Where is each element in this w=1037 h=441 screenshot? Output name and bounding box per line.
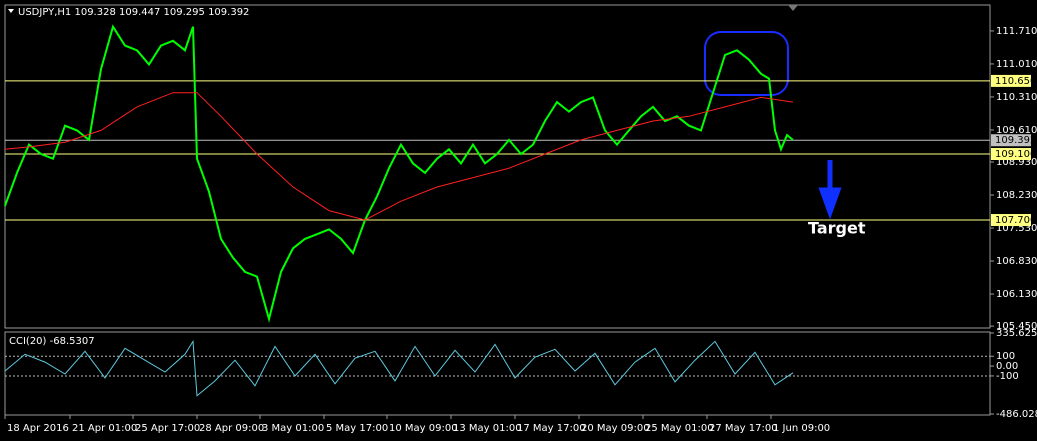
annotation: Target xyxy=(808,219,866,238)
y-tick-label: 107.530 xyxy=(996,223,1037,234)
y-tick-label: 106.830 xyxy=(996,256,1037,267)
x-tick-label: 13 May 01:00 xyxy=(453,423,522,434)
x-tick-label: 18 Apr 2016 xyxy=(7,423,69,434)
y-tick-label: 105.450 xyxy=(996,321,1037,332)
y-tick-label: 106.130 xyxy=(996,289,1037,300)
x-tick-label: 17 May 17:00 xyxy=(517,423,586,434)
cci-title: CCI(20) -68.5307 xyxy=(9,336,95,347)
level-box xyxy=(991,74,1031,87)
y-tick-label: -486.0281 xyxy=(996,409,1037,420)
x-tick-label: 25 May 01:00 xyxy=(645,423,714,434)
x-tick-label: 28 Apr 09:00 xyxy=(199,423,264,434)
y-tick-label: 108.930 xyxy=(996,157,1037,168)
chart-title: USDJPY,H1 109.328 109.447 109.295 109.39… xyxy=(18,7,249,18)
y-tick-label: -100 xyxy=(996,371,1019,382)
level-box xyxy=(991,134,1031,147)
level-label: 109.100 xyxy=(995,149,1036,160)
series-line xyxy=(4,24,794,323)
y-tick-label: 0.00 xyxy=(996,361,1018,372)
x-tick-label: 21 Apr 01:00 xyxy=(72,423,137,434)
level-label: 109.392 xyxy=(995,135,1036,146)
y-tick-label: 111.710 xyxy=(996,26,1037,37)
shift-marker xyxy=(788,5,798,11)
series-line xyxy=(4,92,794,221)
level-label: 107.700 xyxy=(995,215,1036,226)
target-arrow xyxy=(818,160,842,220)
x-tick-label: 20 May 09:00 xyxy=(581,423,650,434)
x-tick-label: 27 May 17:00 xyxy=(709,423,778,434)
level-box xyxy=(991,214,1031,227)
y-tick-label: 111.010 xyxy=(996,59,1037,70)
highlight-box xyxy=(704,31,789,96)
x-tick-label: 10 May 09:00 xyxy=(389,423,458,434)
series-line xyxy=(4,339,794,397)
cci-frame xyxy=(4,331,991,416)
x-tick-label: 1 Jun 09:00 xyxy=(773,423,830,434)
x-tick-label: 3 May 01:00 xyxy=(262,423,324,434)
x-tick-label: 5 May 17:00 xyxy=(326,423,388,434)
main-frame xyxy=(4,4,991,329)
y-tick-label: 110.310 xyxy=(996,92,1037,103)
y-tick-label: 108.230 xyxy=(996,190,1037,201)
y-tick-label: 100 xyxy=(996,351,1015,362)
y-tick-label: 109.610 xyxy=(996,125,1037,136)
level-label: 110.650 xyxy=(995,76,1036,87)
x-tick-label: 25 Apr 17:00 xyxy=(135,423,200,434)
menu-icon xyxy=(8,9,14,13)
level-box xyxy=(991,148,1031,161)
